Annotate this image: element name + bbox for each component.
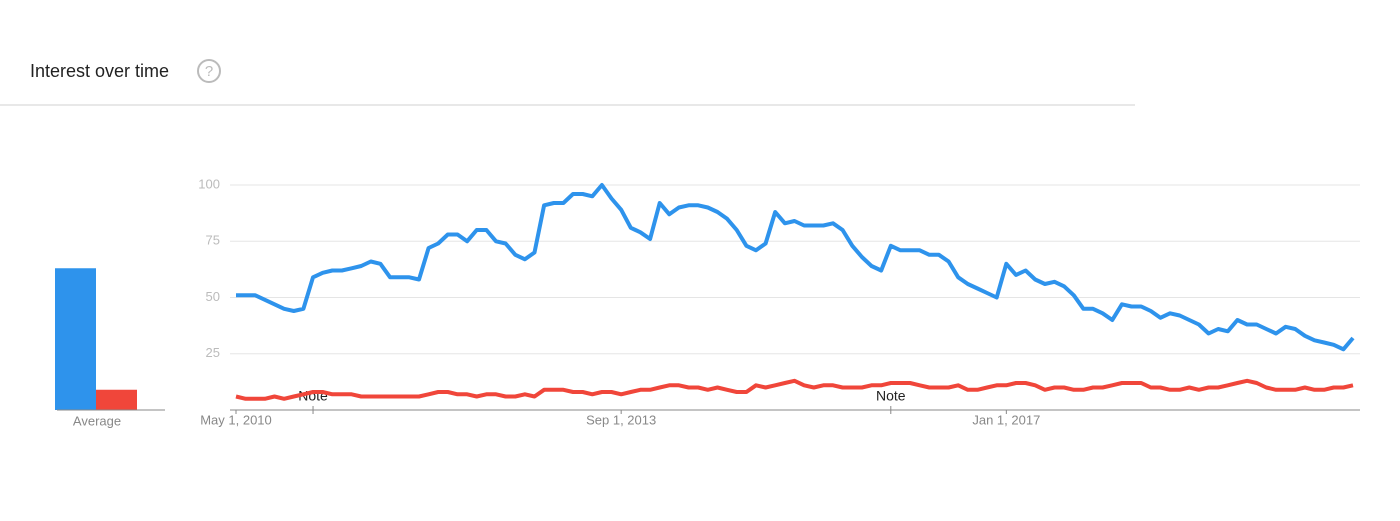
note-label: Note <box>876 388 906 404</box>
average-bar <box>96 389 137 410</box>
x-tick-label: Jan 1, 2017 <box>972 412 1040 427</box>
category-label: Average <box>73 413 121 428</box>
section-title: Interest over time <box>30 61 169 81</box>
y-tick-label: 100 <box>198 176 220 191</box>
help-circle <box>197 59 221 83</box>
y-tick-label: 25 <box>206 345 220 360</box>
help-icon[interactable]: ? <box>205 63 213 80</box>
y-tick-label: 50 <box>206 289 220 304</box>
trend-line <box>236 183 1355 352</box>
y-tick-label: 75 <box>206 233 220 248</box>
trend-line <box>235 378 1354 401</box>
x-tick-label: May 1, 2010 <box>200 412 272 427</box>
x-tick-label: Sep 1, 2013 <box>586 412 656 427</box>
help-button[interactable]: ? <box>197 59 221 83</box>
average-bar <box>55 268 96 410</box>
